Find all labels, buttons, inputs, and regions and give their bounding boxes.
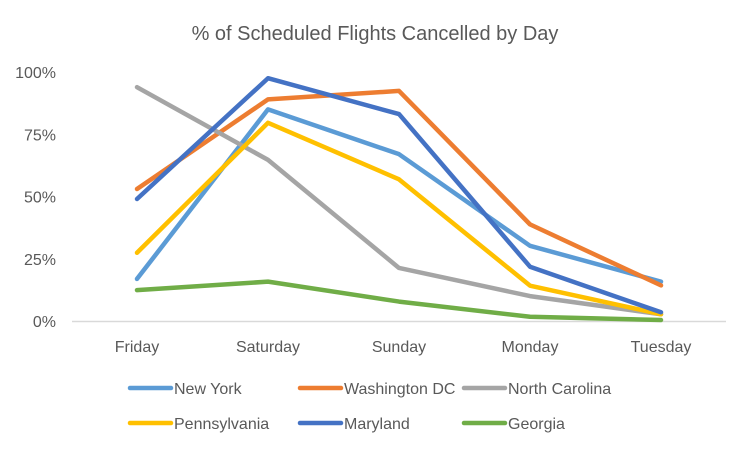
x-tick-label: Tuesday	[631, 339, 692, 356]
x-tick-label: Friday	[115, 339, 159, 356]
legend: New York Washington DC North Carolina Penns…	[127, 381, 611, 433]
legend-item: Pennsylvania	[127, 416, 269, 433]
legend-item: North Carolina	[461, 381, 611, 398]
legend-label: Washington DC	[344, 381, 455, 398]
series-line-maryland	[134, 75, 664, 315]
y-tick-label: 75%	[24, 127, 56, 144]
legend-item: New York	[127, 381, 243, 398]
y-tick-label: 0%	[33, 314, 56, 331]
series-lines	[134, 75, 664, 323]
legend-label: Pennsylvania	[174, 416, 269, 433]
y-tick-label: 25%	[24, 252, 56, 269]
chart-title: % of Scheduled Flights Cancelled by Day	[192, 23, 559, 45]
legend-item: Maryland	[297, 416, 410, 433]
x-tick-label: Monday	[502, 339, 559, 356]
legend-label: North Carolina	[508, 381, 611, 398]
x-tick-label: Sunday	[372, 339, 426, 356]
series-line-pennsylvania	[134, 120, 664, 317]
legend-label: Georgia	[508, 416, 565, 433]
legend-label: Maryland	[344, 416, 410, 433]
x-tick-label: Saturday	[236, 339, 300, 356]
series-line-georgia	[134, 279, 664, 323]
y-tick-label: 100%	[15, 65, 56, 82]
x-axis: Friday Saturday Sunday Monday Tuesday	[115, 339, 692, 356]
y-tick-label: 50%	[24, 190, 56, 207]
y-axis: 0% 25% 50% 75% 100%	[15, 65, 56, 331]
legend-item: Washington DC	[297, 381, 455, 398]
series-line-north-carolina	[134, 84, 664, 317]
legend-item: Georgia	[461, 416, 565, 433]
series-line-washington-dc	[134, 88, 664, 288]
legend-label: New York	[174, 381, 243, 398]
